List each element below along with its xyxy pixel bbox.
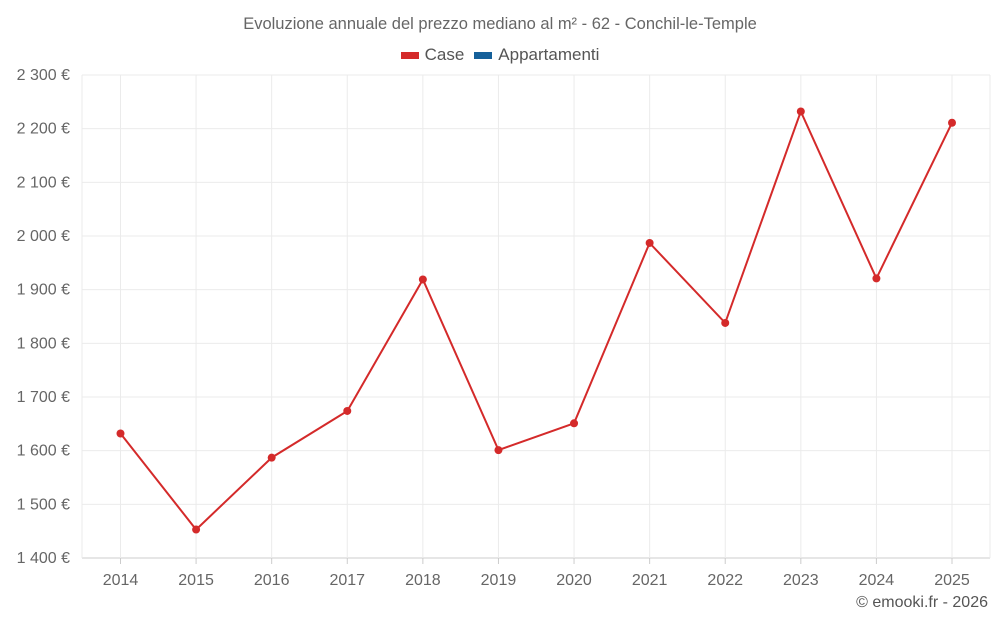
data-point	[116, 429, 125, 438]
legend-swatch-case	[400, 51, 419, 59]
legend-item-case[interactable]: Case	[400, 45, 465, 65]
x-tick-label: 2020	[556, 572, 592, 589]
y-tick-label: 2 100 €	[17, 174, 70, 191]
y-tick-label: 2 200 €	[17, 121, 70, 138]
y-tick-label: 1 900 €	[17, 282, 70, 299]
data-point	[343, 406, 352, 415]
x-tick-label: 2016	[254, 572, 290, 589]
legend-label-case: Case	[424, 45, 465, 64]
data-point	[645, 238, 654, 247]
legend-label-appartamenti: Appartamenti	[498, 45, 600, 64]
data-point	[872, 274, 881, 283]
data-point	[948, 118, 956, 127]
x-tick-label: 2025	[934, 572, 970, 589]
data-point	[721, 318, 730, 327]
credit-text: © emooki.fr - 2026	[856, 594, 988, 611]
data-point	[192, 525, 201, 534]
x-tick-label: 2014	[103, 572, 139, 589]
y-tick-label: 1 800 €	[17, 335, 70, 352]
x-tick-label: 2018	[405, 572, 441, 589]
data-point	[570, 419, 579, 428]
chart-legend: Case Appartamenti	[0, 45, 1000, 65]
x-tick-label: 2019	[481, 572, 517, 589]
x-tick-label: 2017	[329, 572, 365, 589]
data-point	[267, 453, 276, 462]
x-tick-label: 2015	[178, 572, 214, 589]
chart-title: Evoluzione annuale del prezzo mediano al…	[243, 15, 757, 33]
data-point	[796, 107, 805, 116]
legend-item-appartamenti[interactable]: Appartamenti	[474, 45, 599, 65]
y-tick-label: 1 500 €	[17, 496, 70, 513]
data-point	[494, 446, 503, 455]
y-tick-label: 1 700 €	[17, 389, 70, 406]
y-tick-label: 2 300 €	[17, 67, 70, 84]
x-tick-label: 2024	[859, 572, 895, 589]
y-tick-label: 1 400 €	[17, 550, 70, 567]
x-tick-label: 2022	[707, 572, 743, 589]
series-line-case	[119, 108, 953, 532]
data-point	[418, 275, 427, 284]
x-tick-label: 2021	[632, 572, 668, 589]
y-tick-label: 2 000 €	[17, 228, 70, 245]
legend-swatch-appartamenti	[474, 51, 493, 59]
x-tick-label: 2023	[783, 572, 819, 589]
y-tick-label: 1 600 €	[17, 443, 70, 460]
